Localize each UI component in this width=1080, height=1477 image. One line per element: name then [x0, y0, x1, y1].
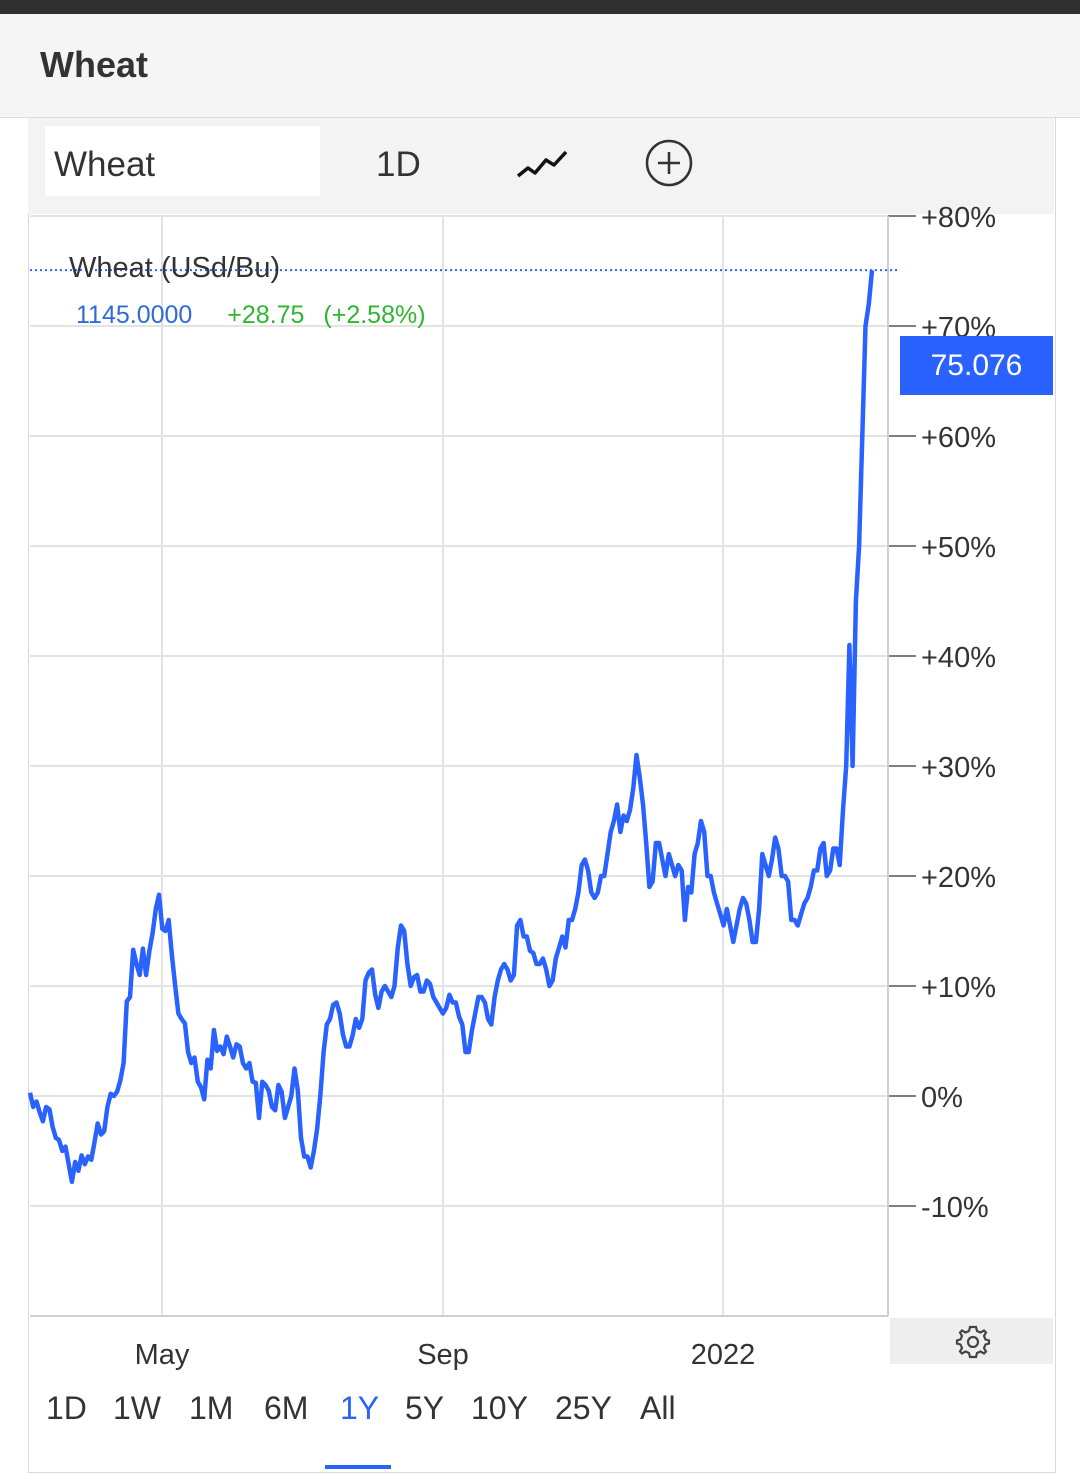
status-bar: [0, 0, 1080, 14]
current-value-label: 75.076: [900, 336, 1053, 395]
y-tick-label: +50%: [921, 532, 996, 564]
active-range-indicator: [325, 1465, 391, 1469]
range-button-25y[interactable]: 25Y: [555, 1390, 612, 1426]
legend-values: 1145.0000 +28.75 (+2.58%): [76, 301, 426, 330]
page-title: Wheat: [40, 44, 148, 85]
y-tick-label: +30%: [921, 752, 996, 784]
x-tick-label: 2022: [691, 1339, 756, 1371]
range-button-5y[interactable]: 5Y: [405, 1390, 445, 1426]
chart-series: [27, 269, 900, 1185]
range-button-1y[interactable]: 1Y: [340, 1390, 380, 1426]
legend-price: 1145.0000: [76, 301, 193, 329]
legend-title: Wheat (USd/Bu): [69, 252, 281, 284]
range-button-6m[interactable]: 6M: [264, 1390, 309, 1426]
y-tick-label: +40%: [921, 642, 996, 674]
gear-icon[interactable]: [955, 1323, 991, 1359]
page-header: Wheat: [0, 14, 1080, 118]
symbol-search[interactable]: [45, 126, 320, 196]
interval-button[interactable]: 1D: [376, 145, 421, 184]
x-tick-label: Sep: [417, 1339, 469, 1371]
symbol-label: Wheat: [54, 145, 156, 184]
y-tick-label: +80%: [921, 202, 996, 234]
y-tick-label: +60%: [921, 422, 996, 454]
legend-change: +28.75: [227, 301, 305, 329]
range-button-all[interactable]: All: [640, 1390, 676, 1426]
range-selector: 1D 1W 1M 6M 1Y 5Y 10Y 25Y All: [28, 1390, 1028, 1470]
range-button-10y[interactable]: 10Y: [471, 1390, 528, 1426]
range-button-1m[interactable]: 1M: [189, 1390, 234, 1426]
y-tick-label: +10%: [921, 972, 996, 1004]
plus-circle-icon[interactable]: [645, 139, 693, 187]
y-tick-label: 0%: [921, 1082, 963, 1114]
x-tick-label: May: [135, 1339, 190, 1371]
chart-axes: +80%+70%+60%+50%+40%+30%+20%+10%0%-10%Ma…: [30, 202, 996, 1371]
y-tick-label: -10%: [921, 1192, 989, 1224]
y-tick-label: +20%: [921, 862, 996, 894]
range-button-1w[interactable]: 1W: [113, 1390, 161, 1426]
line-chart-icon[interactable]: [516, 146, 568, 182]
chart-widget: [28, 118, 1056, 1473]
range-button-1d[interactable]: 1D: [46, 1390, 87, 1426]
price-line: [27, 269, 875, 1185]
legend-change-pct: (+2.58%): [323, 301, 426, 329]
chart-grid: [30, 215, 888, 1316]
